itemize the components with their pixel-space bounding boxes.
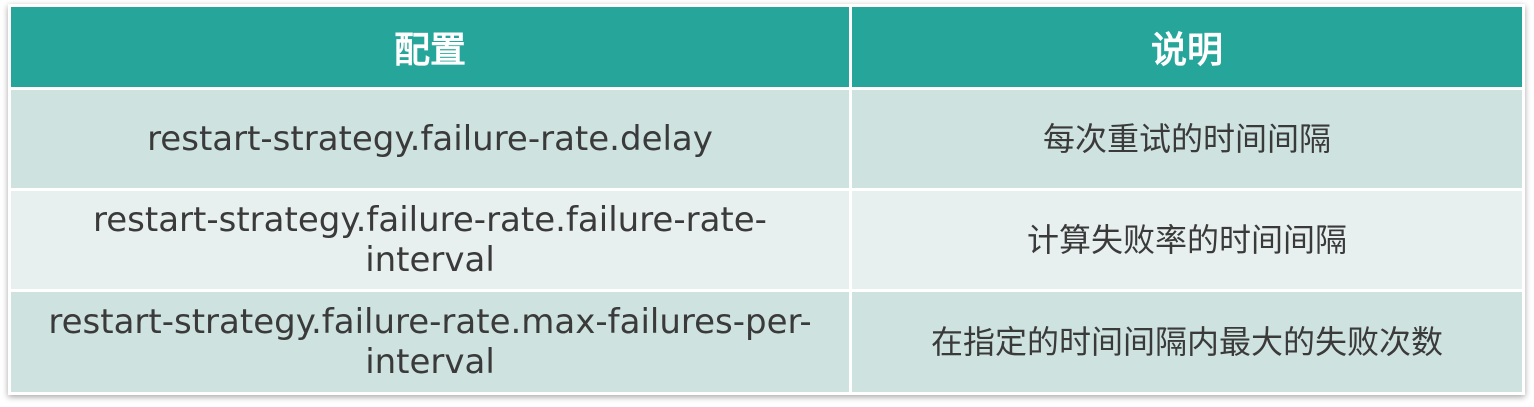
table-row: restart-strategy.failure-rate.failure-ra… [8,188,1525,292]
header-row: 配置 说明 [8,4,1525,90]
table-body: restart-strategy.failure-rate.delay 每次重试… [8,87,1525,395]
config-cell: restart-strategy.failure-rate.failure-ra… [8,188,852,292]
description-cell: 每次重试的时间间隔 [849,87,1525,191]
config-cell-line1: restart-strategy.failure-rate.max-failur… [48,302,812,342]
table-header: 配置 说明 [8,4,1525,90]
description-cell: 计算失败率的时间间隔 [849,188,1525,292]
table-row: restart-strategy.failure-rate.delay 每次重试… [8,87,1525,191]
config-cell: restart-strategy.failure-rate.max-failur… [8,289,852,395]
config-cell-line2: interval [365,240,495,280]
config-cell-line1: restart-strategy.failure-rate.failure-ra… [93,200,767,240]
header-description: 说明 [849,4,1525,90]
config-cell: restart-strategy.failure-rate.delay [8,87,852,191]
config-table: 配置 说明 restart-strategy.failure-rate.dela… [8,4,1525,395]
table-row: restart-strategy.failure-rate.max-failur… [8,289,1525,395]
description-cell: 在指定的时间间隔内最大的失败次数 [849,289,1525,395]
config-cell-line2: interval [365,342,495,382]
header-config: 配置 [8,4,852,90]
